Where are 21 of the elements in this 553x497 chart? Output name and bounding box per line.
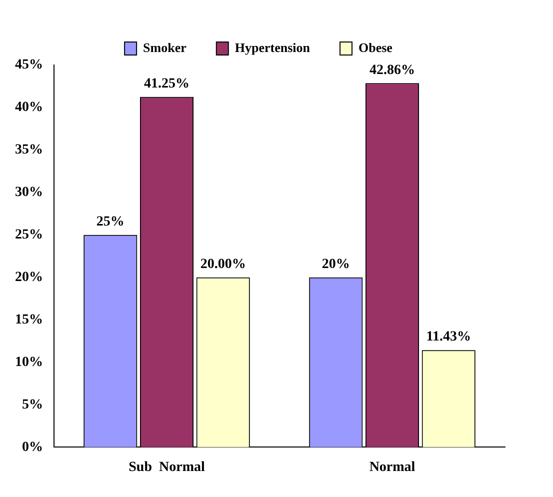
data-label: 20%	[322, 256, 350, 272]
data-label: 20.00%	[200, 256, 246, 272]
legend-label: Obese	[358, 40, 393, 55]
y-tick-label: 15%	[15, 312, 43, 328]
legend-label: Smoker	[143, 40, 187, 55]
y-tick-label: 0%	[22, 440, 43, 455]
legend-label: Hypertension	[234, 40, 311, 55]
y-tick-label: 30%	[15, 185, 43, 200]
y-tick-label: 45%	[15, 58, 43, 73]
y-tick-label: 5%	[22, 397, 43, 412]
x-tick-label: Sub Normal	[128, 460, 205, 476]
y-tick-label: 25%	[15, 227, 43, 242]
y-tick-label: 20%	[15, 270, 43, 285]
y-tick-label: 35%	[15, 142, 43, 158]
data-label: 25%	[96, 214, 124, 230]
data-label: 42.86%	[370, 62, 415, 78]
data-label: 11.43%	[426, 330, 471, 345]
y-tick-label: 40%	[15, 100, 43, 116]
y-tick-label: 10%	[15, 354, 43, 370]
x-tick-label: Normal	[369, 460, 416, 476]
data-label: 41.25%	[144, 76, 190, 92]
